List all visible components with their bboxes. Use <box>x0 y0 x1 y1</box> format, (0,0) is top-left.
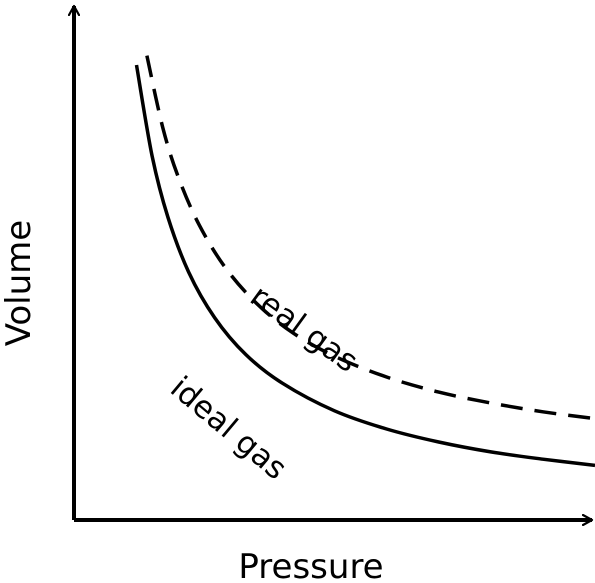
y-axis-label: Volume <box>0 220 39 346</box>
series-label-ideal-gas: ideal gas <box>163 370 293 487</box>
series-label-real-gas: real gas <box>243 278 364 380</box>
series-line-ideal-gas <box>134 64 595 468</box>
x-axis-label: Pressure <box>238 547 383 583</box>
series-line-real-gas <box>145 55 595 421</box>
series-layer <box>134 55 595 468</box>
